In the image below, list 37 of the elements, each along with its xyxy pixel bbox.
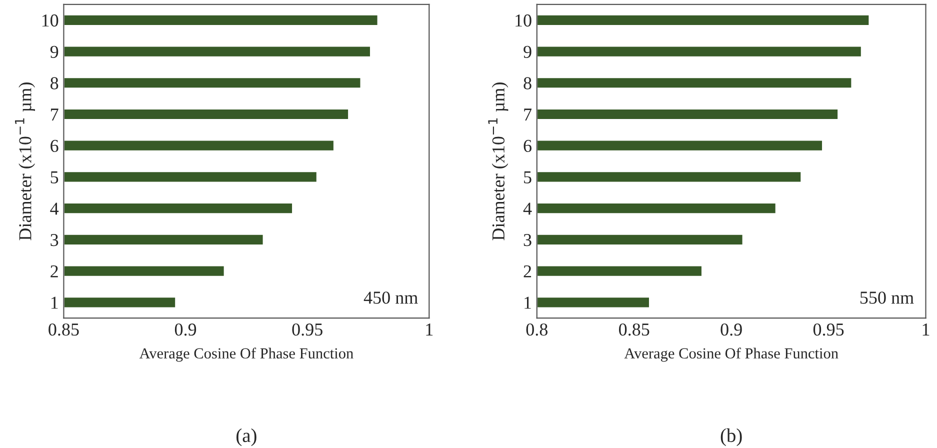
x-tick-label: 0.9 <box>720 323 742 336</box>
x-tick-label: 0.85 <box>48 323 79 336</box>
y-tick-label: 5 <box>50 171 58 184</box>
annotation: 550 nm <box>860 292 914 304</box>
y-tick-label: 1 <box>51 296 58 309</box>
annotation: 450 nm <box>364 292 418 304</box>
x-axis-title: Average Cosine Of Phase Function <box>139 348 354 362</box>
y-tick-label: 10 <box>42 14 58 27</box>
x-tick-label: 1 <box>426 324 433 336</box>
y-tick-label: 4 <box>50 202 59 215</box>
y-tick-label: 8 <box>524 77 532 90</box>
y-axis-title: Diameter (x10$^{−1}$ µm) <box>488 82 508 240</box>
y-tick-label: 5 <box>524 171 532 184</box>
y-tick-label: 7 <box>51 108 58 121</box>
x-tick-label: 0.95 <box>292 323 322 336</box>
y-tick-label: 4 <box>523 202 532 215</box>
y-tick-label: 6 <box>50 140 58 152</box>
x-tick-label: 0.9 <box>174 323 196 336</box>
x-axis-title: Average Cosine Of Phase Function <box>624 348 838 362</box>
y-tick-label: 10 <box>516 14 532 27</box>
y-tick-label: 8 <box>50 77 58 90</box>
text: (a) <box>236 428 256 446</box>
text: (b) <box>720 428 742 446</box>
y-tick-label: 7 <box>524 108 532 121</box>
x-tick-label: 0.85 <box>619 323 650 336</box>
x-tick-label: 0.8 <box>526 323 548 336</box>
y-tick-label: 3 <box>50 234 58 246</box>
y-tick-label: 2 <box>524 265 532 278</box>
y-tick-label: 1 <box>524 296 531 309</box>
x-tick-label: 1 <box>922 324 930 336</box>
y-tick-label: 9 <box>50 46 58 58</box>
y-tick-label: 6 <box>524 140 532 152</box>
y-axis-title: Diameter (x10$^{−1}$ µm) <box>15 82 35 240</box>
x-tick-label: 0.95 <box>813 323 844 336</box>
y-tick-label: 2 <box>50 265 58 278</box>
y-tick-label: 3 <box>524 234 532 246</box>
y-tick-label: 9 <box>524 46 532 58</box>
